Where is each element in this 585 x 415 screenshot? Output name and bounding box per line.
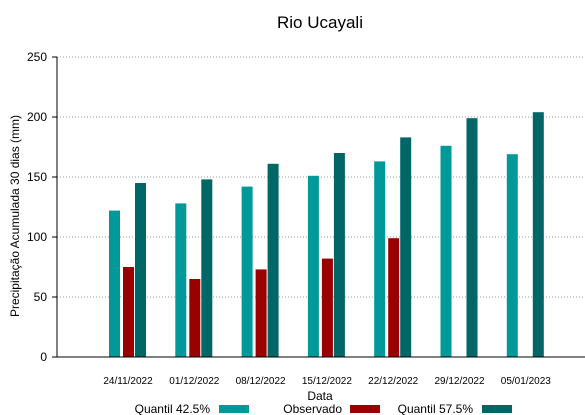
bar [466,118,478,357]
y-tick-label: 150 [27,170,47,184]
legend-swatch [350,405,380,413]
bar [307,175,319,357]
y-axis-label: Precipitação Acumulada 30 dias (mm) [8,115,22,317]
y-tick-label: 50 [34,290,48,304]
legend-swatch [482,405,512,413]
bar [267,163,279,357]
y-tick-label: 0 [40,350,47,364]
bar [123,267,134,357]
bar [400,137,412,357]
legend: Quantil 42.5% Observado Quantil 57.5% [135,402,512,415]
bar [532,112,544,357]
x-tick-labels: 24/11/2022 01/12/2022 08/12/2022 15/12/2022… [103,376,551,387]
bar [388,238,400,357]
bar [506,154,518,357]
x-tick-label: 15/12/2022 [302,376,352,387]
bar [374,161,386,357]
legend-label: Observado [283,402,342,415]
x-tick-label: 29/12/2022 [434,376,484,387]
x-tick-label: 22/12/2022 [368,376,418,387]
bar [241,186,253,357]
bar [321,258,333,357]
x-tick-label: 08/12/2022 [236,376,286,387]
bar [440,145,452,357]
bar [109,210,120,357]
chart-title: Rio Ucayali [277,13,363,32]
bar [333,153,345,357]
x-tick-label: 24/11/2022 [103,376,153,387]
legend-swatch [219,405,249,413]
bars [109,112,544,357]
bar [201,179,213,357]
y-tick-label: 250 [27,50,47,64]
x-axis-label: Data [307,389,333,403]
bar [255,269,267,357]
x-tick-label: 05/01/2023 [501,376,551,387]
bar [175,203,187,357]
axes [56,57,585,358]
y-tick-labels: 0 50 100 150 200 250 [27,50,47,364]
bar [189,279,201,357]
x-tick-label: 01/12/2022 [169,376,219,387]
legend-label: Quantil 42.5% [135,402,211,415]
bar [135,183,146,357]
y-tick-label: 100 [27,230,47,244]
legend-label: Quantil 57.5% [398,402,474,415]
y-tick-label: 200 [27,110,47,124]
